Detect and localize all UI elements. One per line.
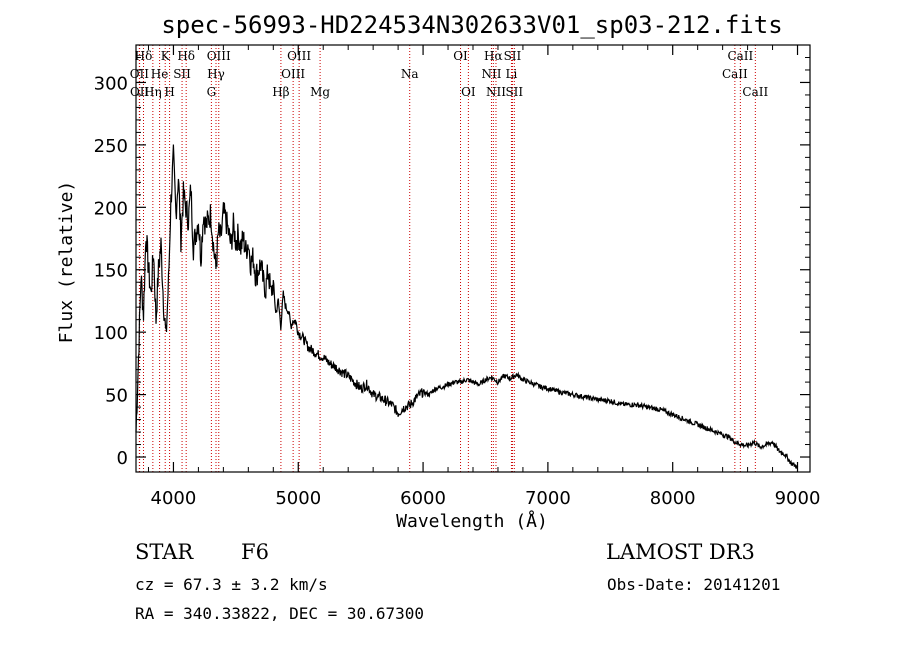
- line-label: Hγ: [207, 67, 225, 81]
- y-tick-label: 250: [94, 136, 128, 157]
- obs-date: Obs-Date: 20141201: [607, 575, 780, 594]
- line-label: Hδ: [177, 49, 195, 63]
- x-tick-label: 8000: [650, 488, 696, 509]
- line-label: Hα: [484, 49, 503, 63]
- x-tick-label: 7000: [525, 488, 571, 509]
- y-tick-label: 100: [94, 323, 128, 344]
- y-axis-label: Flux (relative): [56, 181, 77, 344]
- line-label: OII: [130, 85, 150, 99]
- line-label: Hβ: [272, 85, 289, 99]
- line-label: OIII: [207, 49, 231, 63]
- line-label: OI: [453, 49, 468, 63]
- redshift-info: cz = 67.3 ± 3.2 km/s: [135, 575, 328, 594]
- line-label: OI: [461, 85, 476, 99]
- x-tick-label: 4000: [151, 488, 197, 509]
- line-label: CaII: [722, 67, 748, 81]
- line-label: SII: [505, 85, 523, 99]
- x-tick-label: 5000: [275, 488, 321, 509]
- x-tick-label: 6000: [400, 488, 446, 509]
- y-axis-ticks: 0 50 100 150 200 250 300: [94, 56, 810, 469]
- line-label: Hη: [144, 85, 162, 99]
- y-tick-label: 300: [94, 73, 128, 94]
- x-tick-label: 9000: [775, 488, 821, 509]
- line-label: Na: [401, 67, 419, 81]
- y-tick-label: 0: [117, 448, 128, 469]
- survey-name: LAMOST DR3: [606, 540, 755, 564]
- line-label: K: [161, 49, 171, 63]
- line-label: H: [164, 85, 174, 99]
- plot-frame: [135, 44, 811, 473]
- coordinates: RA = 340.33822, DEC = 30.67300: [135, 604, 424, 623]
- line-label: OII: [130, 67, 150, 81]
- y-tick-label: 50: [105, 386, 128, 407]
- line-label: G: [207, 85, 217, 99]
- line-label: CaII: [742, 85, 768, 99]
- line-label: NII: [486, 85, 506, 99]
- line-label: Mg: [310, 85, 330, 99]
- object-class: STAR: [135, 540, 194, 564]
- line-label: OIII: [287, 49, 311, 63]
- x-axis-label: Wavelength (Å): [396, 510, 548, 532]
- object-subclass: F6: [241, 540, 269, 564]
- y-tick-label: 200: [94, 198, 128, 219]
- line-label: SII: [504, 49, 522, 63]
- line-label: NII: [481, 67, 501, 81]
- line-label: Hδ: [135, 49, 153, 63]
- x-axis-ticks: 4000 5000 6000 7000 8000 9000: [147, 45, 821, 509]
- line-label: Li: [506, 67, 518, 81]
- spectral-line-labels: Hδ OII OII K He Hη H Hδ SII OIII Hγ G OIII OIII Hβ Mg Na…: [130, 49, 769, 99]
- chart-title: spec-56993-HD224534N302633V01_sp03-212.f…: [161, 11, 782, 39]
- line-label: SII: [173, 67, 191, 81]
- spectrum-series-line: [135, 144, 799, 469]
- line-label: He: [151, 67, 169, 81]
- y-tick-label: 150: [94, 261, 128, 282]
- line-label: CaII: [727, 49, 753, 63]
- line-label: OIII: [281, 67, 305, 81]
